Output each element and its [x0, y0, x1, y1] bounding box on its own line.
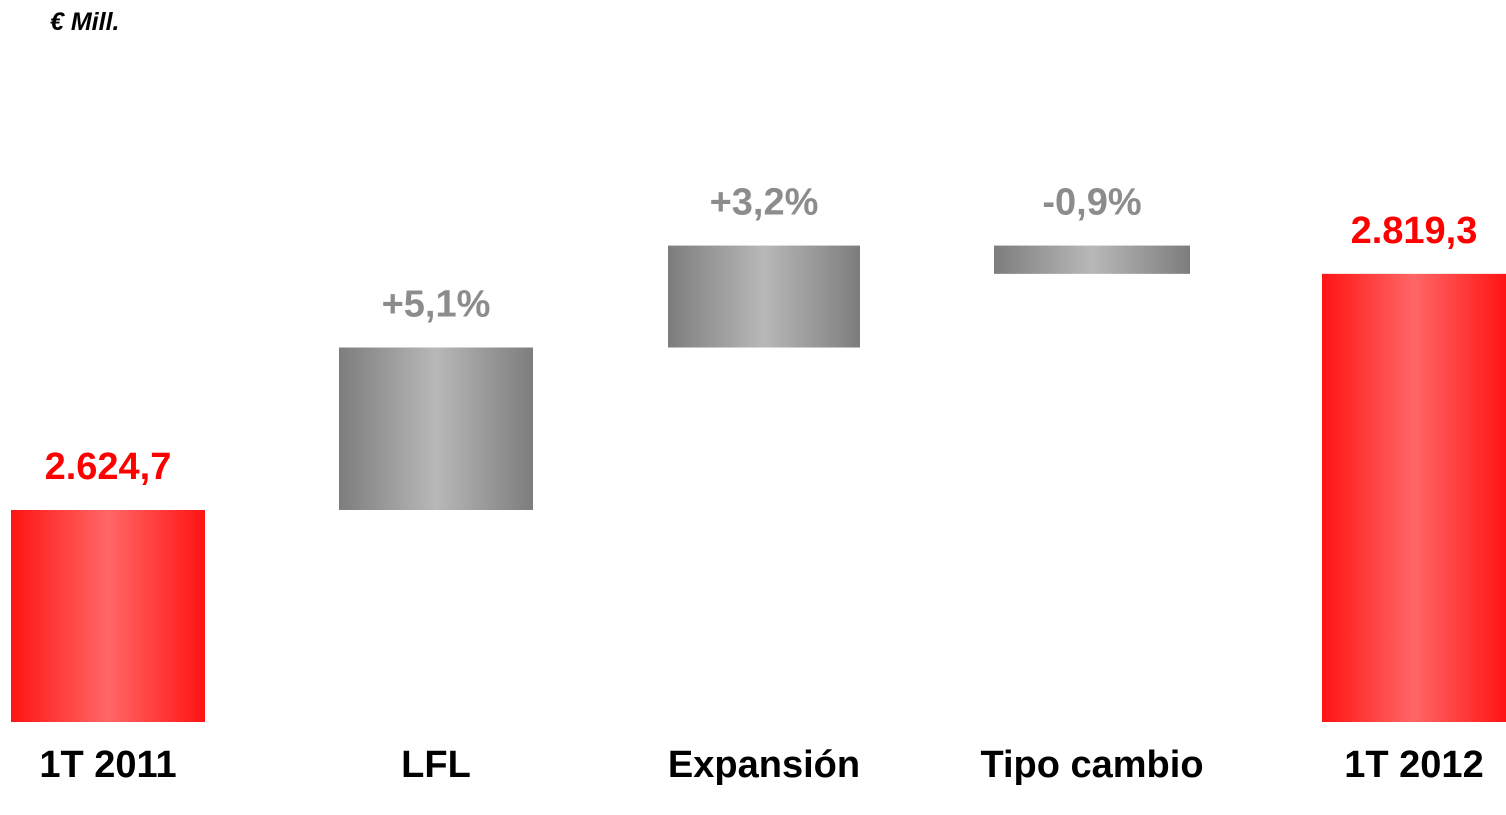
category-label-lfl: LFL	[401, 744, 471, 786]
data-label-tipo-cambio: -0,9%	[1042, 182, 1141, 224]
data-label-1t-2012: 2.819,3	[1351, 210, 1478, 252]
category-label-tipo-cambio: Tipo cambio	[980, 744, 1203, 786]
data-label-expansion: +3,2%	[710, 182, 819, 224]
category-label-1t-2012: 1T 2012	[1344, 744, 1483, 786]
bar-expansion	[668, 245, 860, 348]
bar-1t-2011	[11, 510, 205, 722]
unit-label: € Mill.	[50, 8, 120, 36]
category-label-1t-2011: 1T 2011	[39, 744, 176, 786]
bar-tipo-cambio	[994, 245, 1190, 274]
bar-1t-2012	[1322, 273, 1506, 722]
bar-lfl	[339, 347, 533, 510]
data-label-1t-2011: 2.624,7	[45, 446, 172, 488]
data-label-lfl: +5,1%	[382, 284, 491, 326]
category-label-expansion: Expansión	[668, 744, 860, 786]
